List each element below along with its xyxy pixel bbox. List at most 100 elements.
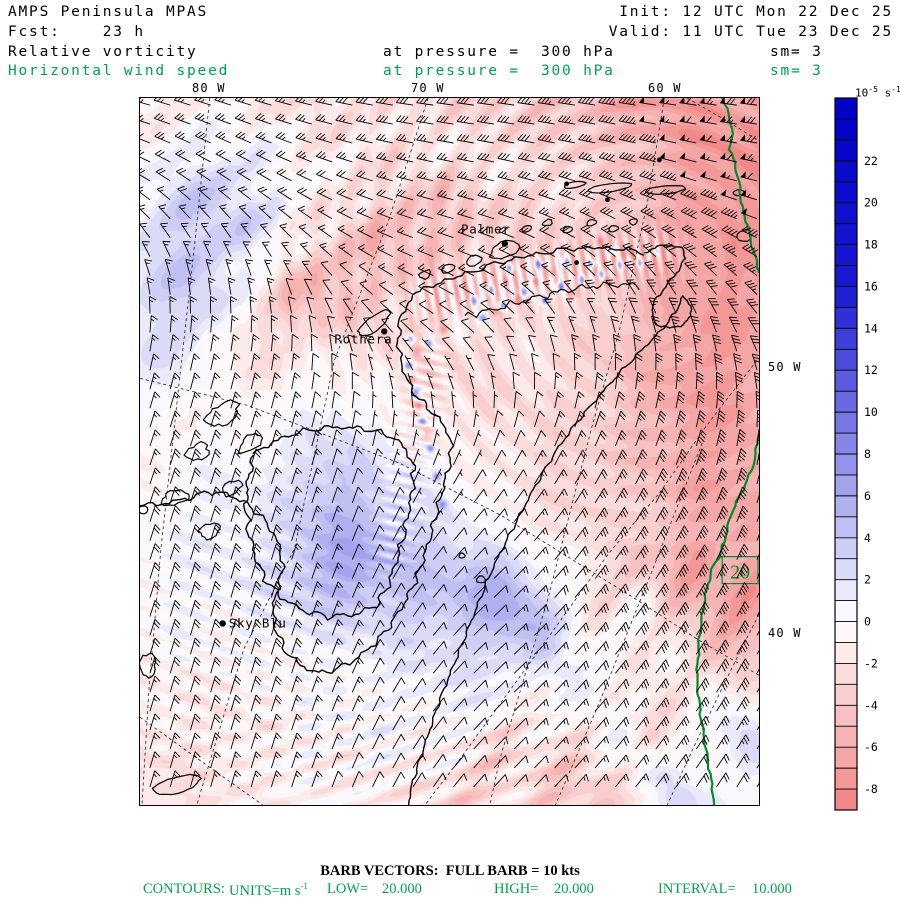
colorbar-tick-label: 0 [864, 615, 871, 629]
colorbar-box [835, 684, 857, 706]
colorbar-tick-label: 20 [864, 196, 878, 210]
colorbar-box [835, 307, 857, 329]
coastline-island [441, 263, 456, 274]
colorbar-box [835, 537, 857, 560]
coastline-island [587, 182, 633, 194]
forecast-hour: Fcst: 23 h [8, 24, 145, 40]
coastline-island [160, 489, 190, 507]
lon-label-60W: 60 W [648, 81, 682, 95]
latlon-gridline [489, 98, 665, 805]
colorbar-box [835, 139, 857, 162]
contours-high-value: 20.000 [554, 881, 594, 897]
coastline-alexander-island [242, 425, 417, 621]
contours-low-value: 20.000 [382, 881, 422, 897]
wind-speed-contour-20 [695, 433, 759, 805]
field1-level: at pressure = 300 hPa [383, 44, 615, 60]
field2-name: Horizontal wind speed [8, 63, 230, 79]
latlon-gridline [196, 98, 429, 805]
colorbar-box [835, 181, 857, 204]
station-dot-rothera [381, 328, 388, 335]
coastline-island [736, 228, 751, 242]
coastline-island [140, 652, 157, 679]
colorbar-title: 10-5 s-1 [855, 85, 900, 100]
colorbar-box [835, 160, 857, 183]
colorbar-tick-label: 14 [864, 321, 878, 335]
colorbar-box [835, 391, 857, 413]
station-label-sky-blu: Sky Blu [229, 615, 287, 630]
coastline-island [458, 552, 466, 559]
valid-time: Valid: 11 UTC Tue 23 Dec 25 [608, 24, 893, 40]
colorbar-tick-label: 12 [864, 363, 878, 377]
coastline-island [644, 185, 686, 195]
colorbar-box [835, 286, 857, 308]
colorbar-box [835, 349, 857, 371]
colorbar-tick-label: 22 [864, 154, 878, 168]
colorbar-box [835, 516, 857, 539]
colorbar-box [835, 789, 857, 811]
latlon-gridline [141, 98, 211, 805]
coastline-island [202, 399, 241, 427]
lon-label-80W: 80 W [192, 81, 226, 95]
colorbar-box [835, 474, 857, 497]
colorbar-tick-label: 18 [864, 238, 878, 252]
station-label-rothera: Rothera [334, 331, 392, 346]
coastline-tip-hook [644, 243, 693, 329]
coastline-island [475, 575, 486, 584]
contours-title: CONTOURS: [143, 881, 225, 897]
coastline-island [628, 218, 639, 226]
coastline-island [237, 432, 264, 455]
latlon-gridline [140, 716, 263, 805]
contours-high-label: HIGH= [494, 881, 539, 897]
contours-interval-value: 10.000 [752, 881, 792, 897]
colorbar-box [835, 642, 857, 664]
coastline-island [541, 218, 553, 227]
coastline-island [197, 522, 221, 541]
colorbar-box [835, 265, 857, 287]
coastline-island [356, 309, 392, 337]
coastline-island [521, 225, 533, 233]
coastline-island [564, 180, 587, 189]
coastline-island [608, 225, 620, 233]
coastline-island [183, 440, 210, 462]
island-dot [574, 260, 579, 266]
station-dot-sky-blu [219, 620, 226, 627]
colorbar-box [835, 412, 857, 434]
map-panel: 20 Palmer Rothera Sky Blu [139, 97, 760, 806]
coastline-island [586, 218, 598, 227]
colorbar-box [835, 621, 857, 643]
colorbar-tick-label: -2 [864, 656, 878, 670]
island-dot [656, 157, 662, 163]
coastline-east [407, 295, 684, 805]
colorbar-box [835, 202, 857, 225]
colorbar-box [835, 558, 857, 581]
colorbar-tick-label: -6 [864, 740, 878, 754]
lon-label-40W: 40 W [768, 626, 802, 640]
coastline-west [140, 290, 455, 674]
coastline-island [140, 505, 149, 515]
station-dot-palmer [501, 240, 509, 247]
lon-label-70W: 70 W [411, 81, 445, 95]
colorbar-box [835, 370, 857, 392]
colorbar: 22 20 18 16 14 12 10 8 6 4 2 0 -2 -4 -6 -8 [833, 97, 898, 813]
field1-smoothing: sm= 3 [770, 44, 823, 60]
contours-low-label: LOW= [327, 881, 369, 897]
coastline-island [151, 773, 202, 796]
field2-level: at pressure = 300 hPa [383, 63, 615, 79]
colorbar-box [835, 579, 857, 602]
field2-smoothing: sm= 3 [770, 63, 823, 79]
colorbar-tick-label: 8 [864, 447, 871, 461]
latlon-gridline [666, 614, 759, 805]
colorbar-box [835, 223, 857, 246]
colorbar-box [835, 663, 857, 685]
station-label-palmer: Palmer [461, 222, 511, 237]
island-dot [605, 197, 610, 203]
island-dot [564, 181, 570, 187]
coastline-island [418, 268, 432, 280]
contour-label-box [721, 556, 759, 585]
coastline-island [466, 254, 483, 267]
colorbar-box [835, 726, 857, 748]
colorbar-box [835, 328, 857, 350]
colorbar-tick-label: 2 [864, 573, 871, 587]
